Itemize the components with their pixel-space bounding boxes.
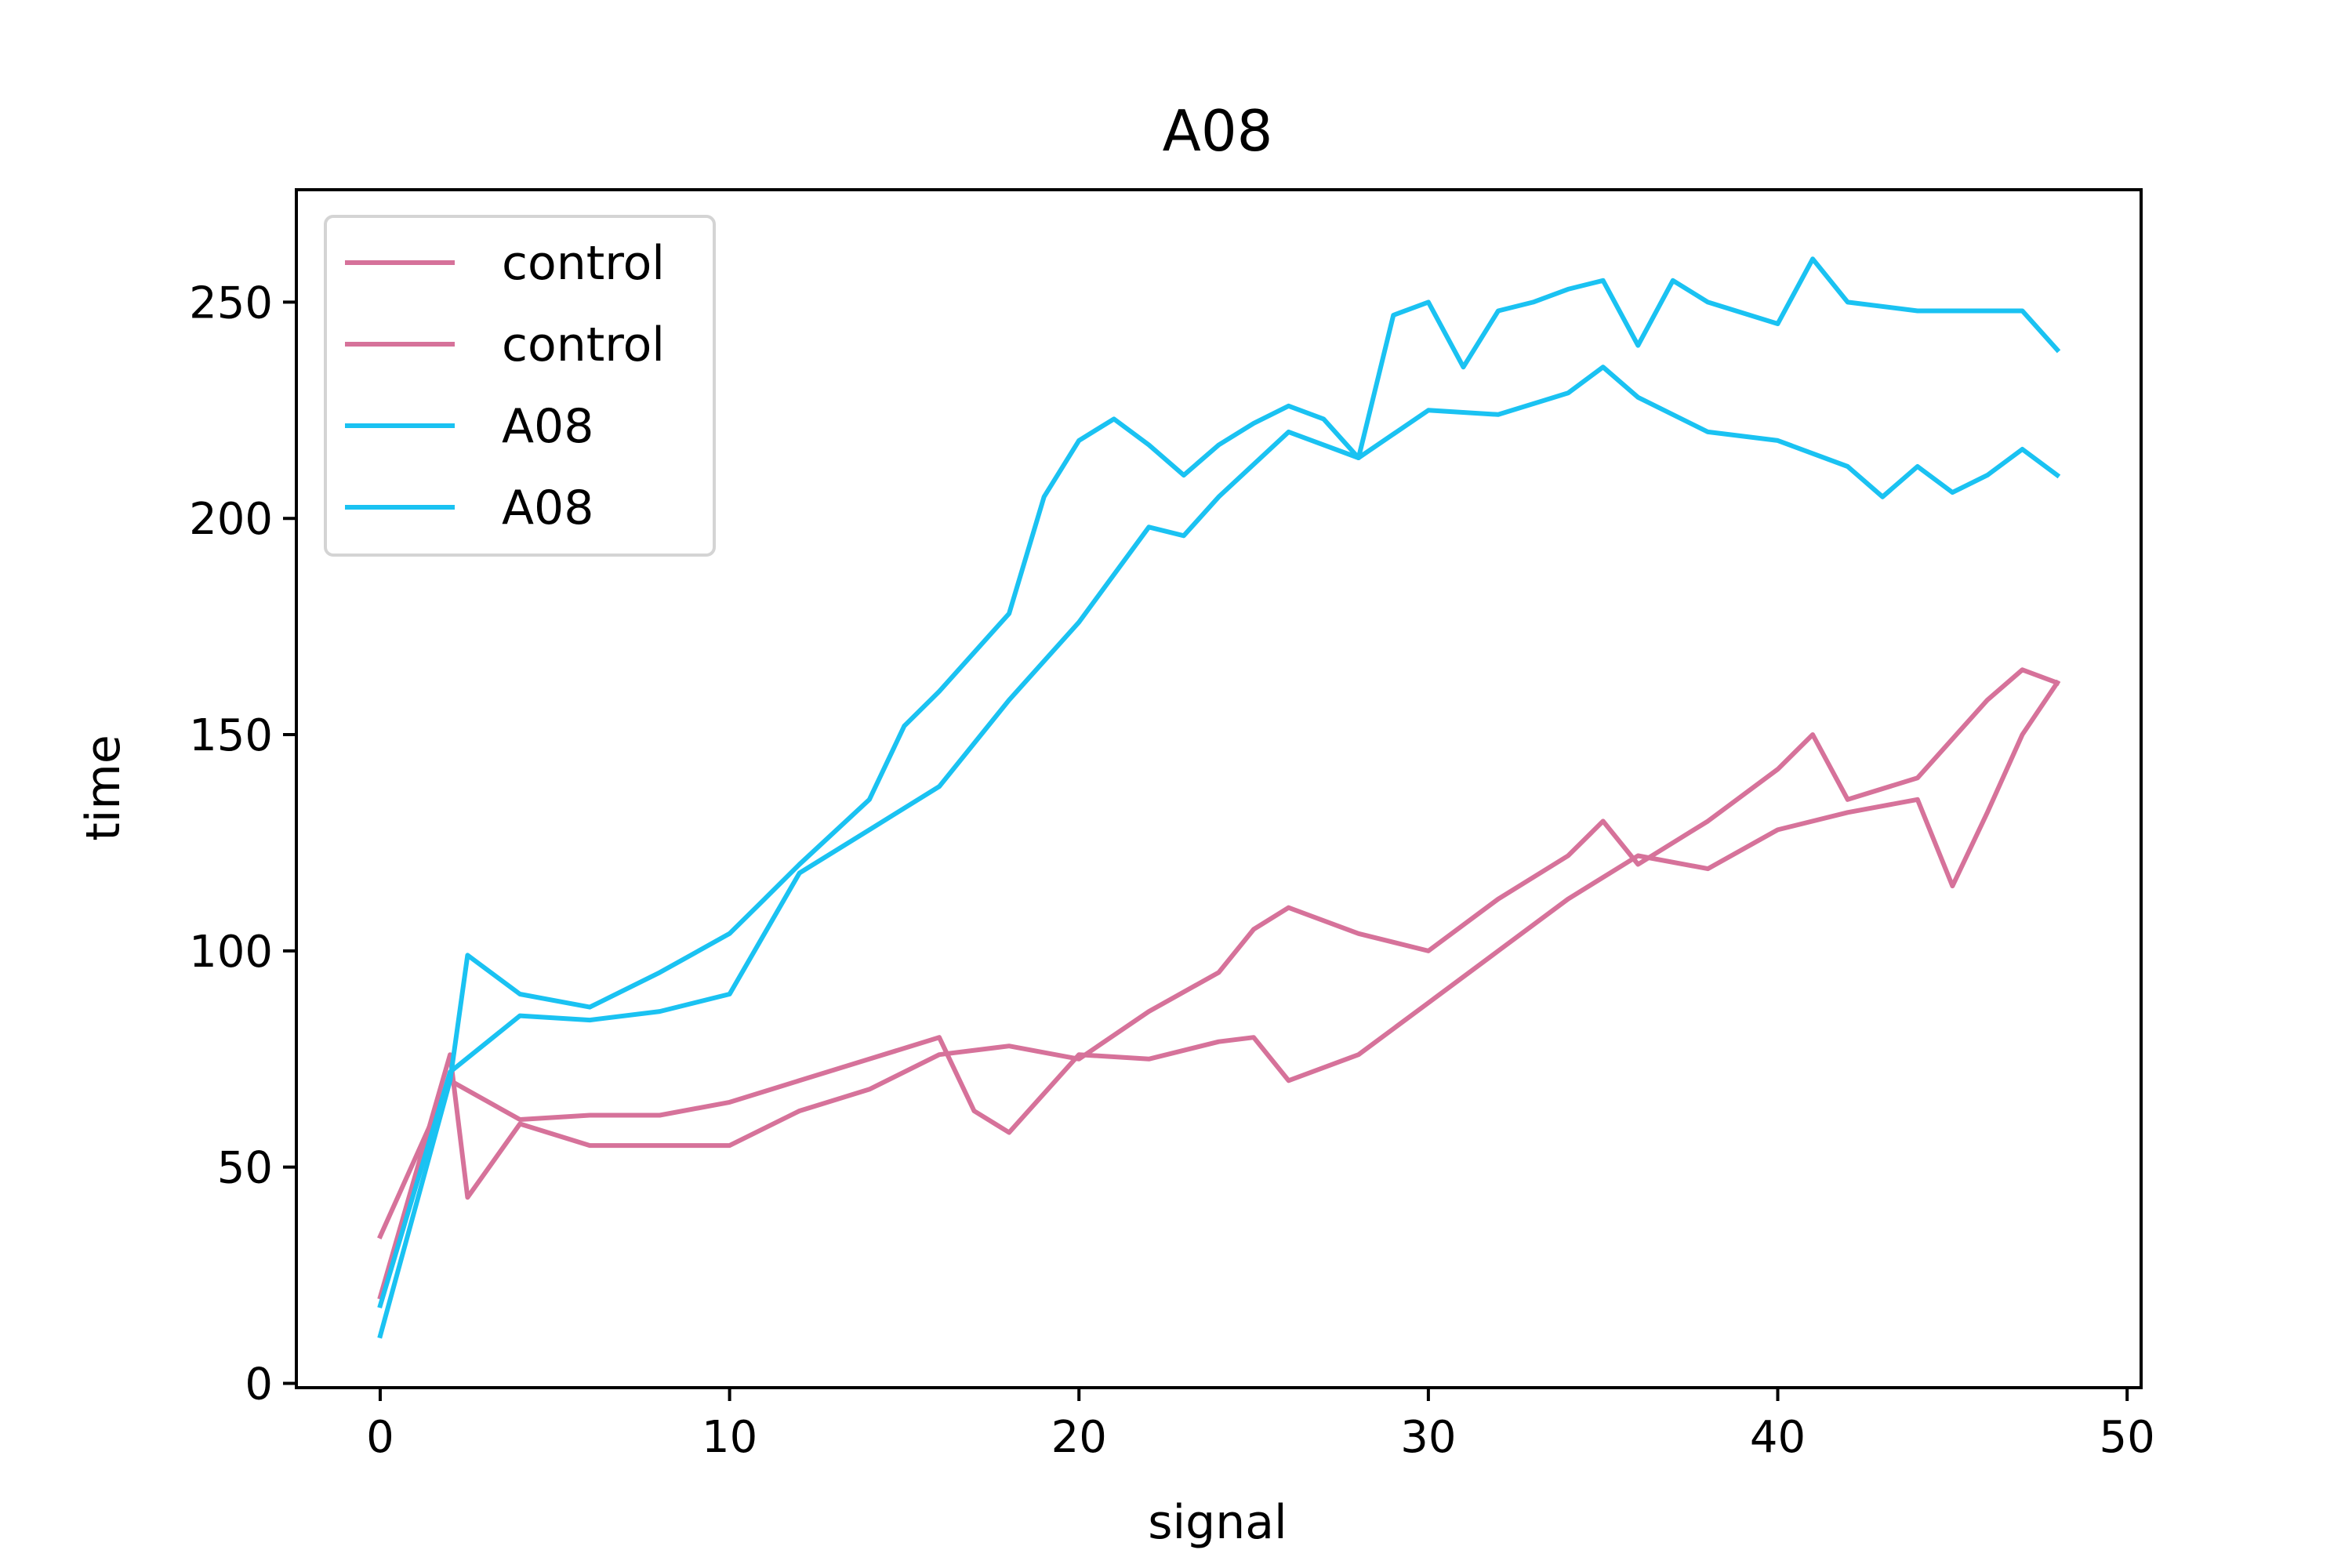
x-axis-label: signal [1148,1495,1287,1550]
legend-label-3: A08 [502,481,593,535]
x-tick-label-2: 20 [1051,1412,1107,1463]
y-tick-label-1: 50 [217,1143,273,1194]
series-line-2 [377,256,2061,1339]
x-tick-label-3: 30 [1400,1412,1456,1463]
legend-label-1: control [502,318,665,372]
y-tick-label-3: 150 [189,710,273,761]
plot-area-frame [295,188,2143,1389]
x-tick-label-1: 10 [702,1412,757,1463]
x-tick-label-5: 50 [2100,1412,2155,1463]
axis-ticks: 0 10 20 30 40 50 0 50 100 150 200 250 [189,278,2155,1463]
legend: control control A08 A08 [324,215,716,557]
series-line-1 [377,667,2060,1300]
y-axis-label: time [76,735,131,841]
chart-title: A08 [1163,98,1273,164]
legend-label-0: control [502,236,665,291]
y-tick-label-5: 250 [189,278,273,328]
x-tick-label-4: 40 [1750,1412,1806,1463]
series-line-0 [377,679,2061,1240]
y-tick-label-0: 0 [245,1359,273,1410]
y-tick-label-2: 100 [189,927,273,978]
legend-label-2: A08 [502,399,593,454]
x-tick-label-0: 0 [366,1412,394,1463]
y-tick-label-4: 200 [189,494,273,545]
series-layer [377,256,2061,1339]
series-line-3 [377,365,2061,1308]
legend-frame [324,215,716,557]
